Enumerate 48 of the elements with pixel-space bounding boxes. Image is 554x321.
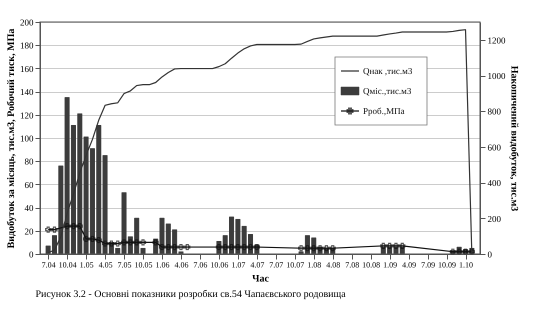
- x-tick-label: 1.05: [80, 260, 94, 270]
- x-tick-label: 4.07: [250, 260, 264, 270]
- y-tick-label: 80: [24, 156, 34, 167]
- y2-tick-label: 400: [488, 178, 502, 188]
- y-tick-label: 0: [29, 250, 34, 260]
- x-tick-label: 10.06: [210, 260, 228, 270]
- y-tick-label: 140: [20, 87, 34, 98]
- y2-tick-label: 600: [488, 142, 502, 152]
- x-tick-label: 10.07: [286, 260, 304, 270]
- y-tick-label: 120: [20, 110, 34, 120]
- y-tick-label: 160: [20, 64, 34, 74]
- y-tick-label: 60: [24, 180, 34, 190]
- y-tick-label: 20: [24, 226, 34, 236]
- x-tick-label: 10.05: [134, 260, 153, 270]
- x-tick-label: 10.08: [362, 260, 380, 270]
- x-tick-label: 1.08: [307, 260, 322, 270]
- x-axis-title: Час: [252, 274, 270, 284]
- y-tick-label: 40: [24, 203, 34, 214]
- x-tick-label: 7.05: [118, 260, 132, 270]
- y-tick-label: 200: [20, 18, 34, 28]
- y-tick-label: 100: [20, 134, 34, 144]
- x-tick-label: 7.06: [193, 260, 208, 270]
- x-tick-label: 4.06: [174, 260, 188, 270]
- x-tick-label: 1.10: [459, 260, 474, 270]
- legend-label: Qміс.,тис.м3: [363, 86, 412, 96]
- x-tick-label: 4.05: [98, 260, 113, 270]
- legend-label: Рроб.,МПа: [363, 106, 405, 116]
- x-tick-label: 1.07: [231, 260, 246, 270]
- y2-axis-title: Накопичений видобуток, тис.м3: [508, 66, 520, 212]
- x-tick-label: 1.06: [155, 260, 170, 270]
- y2-tick-label: 1200: [488, 35, 506, 46]
- legend-label: Qнак ,тис.м3: [363, 66, 413, 76]
- x-tick-label: 10.04: [58, 260, 77, 270]
- y2-tick-label: 0: [488, 250, 492, 260]
- x-tick-label: 4.08: [326, 260, 340, 270]
- y-tick-label: 180: [20, 40, 34, 51]
- x-tick-label: 4.09: [402, 260, 416, 270]
- y2-tick-label: 200: [488, 214, 502, 224]
- text: Рисунок 3.2 - Основні показники розробки св.54 Чапаєвського родовища: [36, 289, 346, 300]
- y2-tick-label: 1000: [488, 71, 506, 82]
- x-tick-label: 7.09: [421, 260, 436, 270]
- x-tick-label: 10.09: [438, 260, 456, 270]
- y-axis-title: Видобуток за місяць, тис.м3, Робочий тиск, МПа: [6, 28, 17, 248]
- x-tick-label: 7.04: [42, 260, 56, 270]
- x-tick-label: 1.09: [383, 260, 398, 270]
- x-tick-label: 7.07: [269, 260, 284, 270]
- y2-tick-label: 800: [488, 106, 502, 117]
- x-tick-label: 7.08: [345, 260, 360, 270]
